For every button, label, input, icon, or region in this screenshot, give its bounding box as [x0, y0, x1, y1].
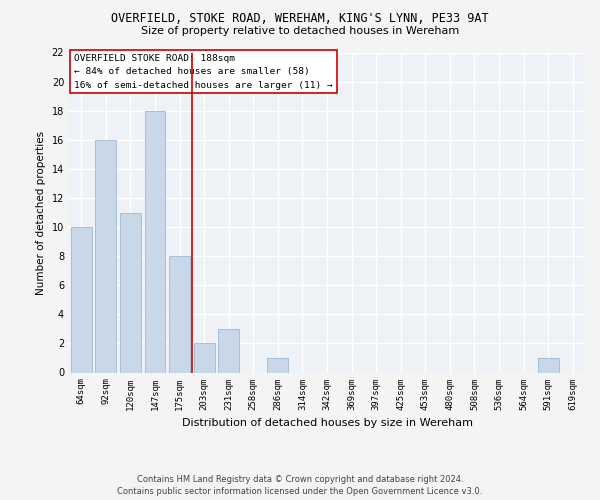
Bar	[95, 140, 116, 372]
Text: Contains HM Land Registry data © Crown copyright and database right 2024.
Contai: Contains HM Land Registry data © Crown c…	[118, 474, 482, 496]
Bar	[194, 344, 215, 372]
Bar	[538, 358, 559, 372]
Bar	[120, 212, 141, 372]
Text: OVERFIELD STOKE ROAD: 188sqm
← 84% of detached houses are smaller (58)
16% of se: OVERFIELD STOKE ROAD: 188sqm ← 84% of de…	[74, 54, 333, 90]
Bar	[145, 110, 166, 372]
Text: Size of property relative to detached houses in Wereham: Size of property relative to detached ho…	[141, 26, 459, 36]
Text: OVERFIELD, STOKE ROAD, WEREHAM, KING'S LYNN, PE33 9AT: OVERFIELD, STOKE ROAD, WEREHAM, KING'S L…	[111, 12, 489, 26]
Bar	[71, 227, 92, 372]
Bar	[218, 329, 239, 372]
Bar	[268, 358, 289, 372]
Y-axis label: Number of detached properties: Number of detached properties	[36, 130, 46, 294]
X-axis label: Distribution of detached houses by size in Wereham: Distribution of detached houses by size …	[182, 418, 473, 428]
Bar	[169, 256, 190, 372]
